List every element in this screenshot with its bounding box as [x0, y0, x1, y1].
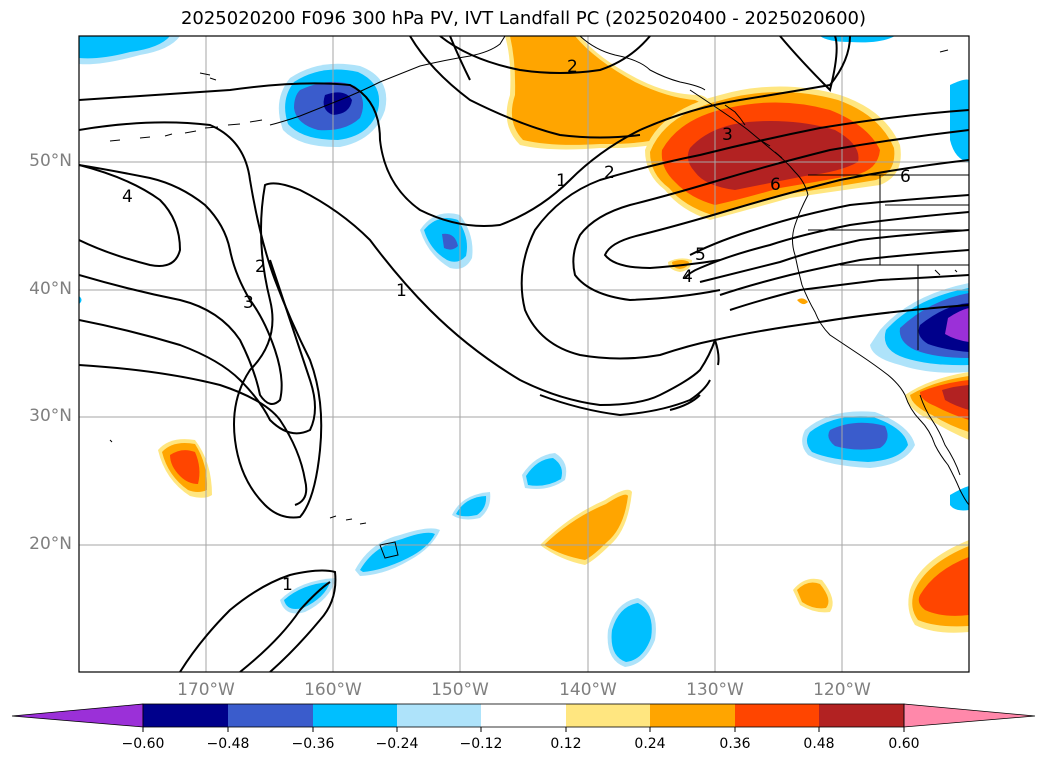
pv-contours	[79, 36, 969, 672]
state-borders	[808, 174, 969, 350]
lat-label: 30°N	[29, 406, 72, 426]
colorbar-tick-label: 0.48	[803, 736, 835, 752]
hawaii-islands	[379, 541, 399, 559]
contour-label: 6	[770, 175, 781, 195]
lon-label: 170°W	[177, 680, 235, 700]
contour-label: 6	[900, 167, 911, 187]
contour-label: 1	[282, 575, 293, 595]
colorbar-tick-label: 0.24	[634, 736, 666, 752]
lon-label: 120°W	[813, 680, 871, 700]
contour-4	[79, 164, 182, 267]
coastlines	[109, 36, 969, 559]
contour-label: 5	[695, 245, 706, 265]
colorbar-tick-label: −0.12	[459, 736, 503, 752]
colorbar-tick-label: −0.48	[206, 736, 250, 752]
negative-anomaly-fills	[79, 36, 969, 667]
contour-label: 3	[722, 125, 733, 145]
contour-2-top	[439, 36, 651, 74]
alaska-coast	[269, 36, 506, 126]
colorbar-tick-label: −0.60	[121, 736, 165, 752]
contour-label: 3	[243, 293, 254, 313]
contour-labels: 2 1 2 3 4 2 3 1 5 4 6 1 6	[122, 57, 911, 595]
lon-label: 130°W	[686, 680, 744, 700]
contour-arc-2	[572, 129, 969, 302]
contour-label: 2	[604, 163, 615, 183]
colorbar-tick-label: 0.36	[719, 736, 751, 752]
contour-label: 1	[556, 171, 567, 191]
contour-label: 2	[255, 257, 266, 277]
colorbar-tick-label: −0.36	[291, 736, 335, 752]
lat-label: 40°N	[29, 279, 72, 299]
colorbar-tick-label: 0.60	[888, 736, 920, 752]
map-plot-area: 2 1 2 3 4 2 3 1 5 4 6 1 6	[79, 36, 969, 672]
colorbar	[11, 703, 1036, 732]
colorbar-tick-label: −0.24	[375, 736, 419, 752]
map-frame	[78, 35, 970, 673]
lon-label: 140°W	[559, 680, 617, 700]
lon-label: 150°W	[431, 680, 489, 700]
colorbar-extend-left	[11, 703, 144, 728]
lat-label: 20°N	[29, 534, 72, 554]
contour-1-south	[179, 569, 337, 672]
contour-arc-1	[520, 109, 969, 366]
contour-label: 4	[682, 267, 693, 287]
us-west-coast	[792, 194, 906, 396]
contour-3	[79, 164, 283, 405]
map-title: 2025020200 F096 300 hPa PV, IVT Landfall…	[180, 8, 867, 29]
gridlines	[79, 36, 969, 672]
colorbar-extend-right	[903, 703, 1036, 728]
contour-label: 2	[567, 57, 578, 77]
contour-label: 1	[396, 281, 407, 301]
contour-label: 4	[122, 187, 133, 207]
contour-1-long	[79, 36, 851, 227]
contour-arc-3	[603, 159, 969, 270]
lat-label: 50°N	[29, 151, 72, 171]
baja-coast	[904, 394, 969, 506]
lon-label: 160°W	[304, 680, 362, 700]
colorbar-tick-label: 0.12	[550, 736, 582, 752]
